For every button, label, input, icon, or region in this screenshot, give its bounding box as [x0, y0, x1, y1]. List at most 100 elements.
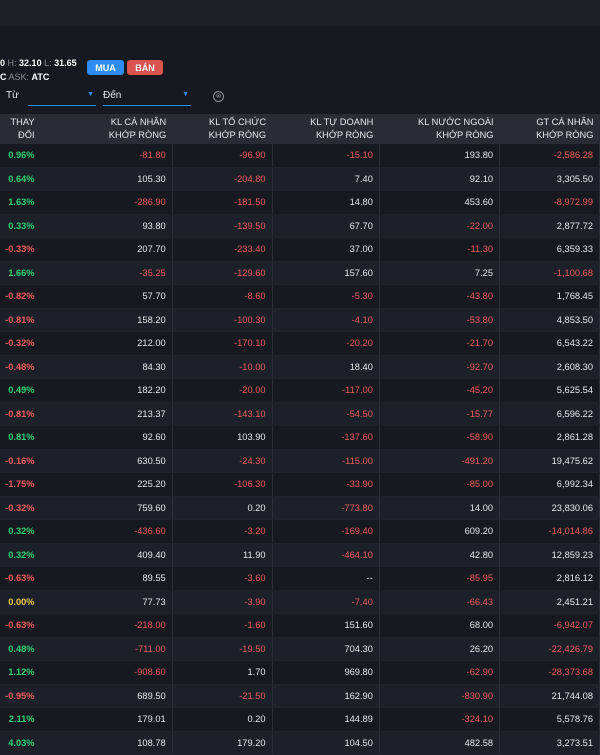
- cell-proprietary-vol: -169.40: [272, 519, 380, 544]
- table-row[interactable]: 0.81% 92.60 103.90 -137.60 -58.90 2,861.28: [0, 425, 600, 450]
- buy-button[interactable]: MUA: [87, 60, 124, 75]
- table-row[interactable]: 0.48% -711.00 -19.50 704.30 26.20 -22,426.79: [0, 637, 600, 661]
- cell-institution-vol: 103.90: [172, 425, 273, 450]
- cell-proprietary-vol: 67.70: [272, 214, 380, 238]
- cell-institution-vol: -129.60: [172, 261, 273, 285]
- cell-institution-vol: 179.20: [172, 731, 273, 755]
- cell-individual-vol: 92.60: [40, 425, 173, 450]
- cell-proprietary-vol: 144.89: [272, 707, 380, 732]
- cell-institution-vol: 1.70: [172, 660, 273, 685]
- table-row[interactable]: -0.95% 689.50 -21.50 162.90 -830.90 21,744.08: [0, 684, 600, 708]
- table-row[interactable]: 1.66% -35.25 -129.60 157.60 7.25 -1,100.68: [0, 261, 600, 285]
- cell-proprietary-vol: -115.00: [272, 449, 380, 473]
- cell-individual-value: 2,451.21: [499, 590, 600, 614]
- cell-foreign-vol: 92.10: [379, 167, 501, 191]
- cell-institution-vol: 0.20: [172, 707, 273, 732]
- cell-individual-value: 2,816.12: [499, 566, 600, 591]
- cell-foreign-vol: -11.30: [379, 237, 501, 262]
- table-row[interactable]: -0.33% 207.70 -233.40 37.00 -11.30 6,359.33: [0, 237, 600, 262]
- cell-individual-value: -2,586.28: [499, 144, 600, 168]
- cell-proprietary-vol: 104.50: [272, 731, 380, 755]
- cell-institution-vol: 0.20: [172, 496, 273, 520]
- table-row[interactable]: -1.75% 225.20 -106.30 -33.90 -85.00 6,992.34: [0, 472, 600, 497]
- col-individual-vol[interactable]: KL CÁ NHÂN KHỚP RÒNG: [40, 114, 173, 144]
- cell-individual-vol: 212.00: [40, 331, 173, 356]
- col-change[interactable]: THAY ĐỔI: [0, 114, 41, 144]
- cell-individual-vol: 89.55: [40, 566, 173, 591]
- cell-proprietary-vol: -33.90: [272, 472, 380, 497]
- col-institution-vol[interactable]: KL TỔ CHỨC KHỚP RÒNG: [172, 114, 273, 144]
- cell-change: 1.63%: [0, 190, 41, 215]
- table-row[interactable]: 0.32% 409.40 11.90 -464.10 42.80 12,859.23: [0, 543, 600, 567]
- quote-summary: 0 H: 32.10 L: 31.65 C ASK: ATC: [0, 56, 77, 84]
- cell-proprietary-vol: -5.30: [272, 284, 380, 309]
- cell-individual-value: 6,596.22: [499, 402, 600, 426]
- table-row[interactable]: 0.49% 182.20 -20.00 -117.00 -45.20 5,625.54: [0, 378, 600, 403]
- cell-individual-vol: -711.00: [40, 637, 173, 661]
- cell-proprietary-vol: -773.80: [272, 496, 380, 520]
- cell-institution-vol: -8.60: [172, 284, 273, 309]
- quote-prefix: 0: [0, 58, 6, 68]
- cell-foreign-vol: -66.43: [379, 590, 501, 614]
- table-row[interactable]: -0.63% 89.55 -3.60 -- -85.95 2,816.12: [0, 566, 600, 591]
- table-row[interactable]: 0.96% -81.80 -96.90 -15.10 193.80 -2,586.28: [0, 144, 600, 168]
- table-row[interactable]: 0.64% 105.30 -204.80 7.40 92.10 3,305.50: [0, 167, 600, 191]
- from-date-select[interactable]: ▼: [28, 90, 96, 106]
- cell-proprietary-vol: -117.00: [272, 378, 380, 403]
- cell-proprietary-vol: -15.10: [272, 144, 380, 168]
- to-label: Đến: [103, 90, 122, 101]
- from-label-text: Từ: [6, 90, 19, 101]
- cell-foreign-vol: -324.10: [379, 707, 501, 732]
- clear-filter-icon[interactable]: ⊗: [213, 91, 224, 102]
- table-row[interactable]: 4.03% 108.78 179.20 104.50 482.58 3,273.51: [0, 731, 600, 755]
- cell-foreign-vol: -491.20: [379, 449, 501, 473]
- cell-individual-value: -1,100.68: [499, 261, 600, 285]
- cell-individual-vol: 630.50: [40, 449, 173, 473]
- table-row[interactable]: 0.32% -436.60 -3.20 -169.40 609.20 -14,014.86: [0, 519, 600, 544]
- table-row[interactable]: -0.48% 84.30 -10.00 18.40 -92.70 2,608.30: [0, 355, 600, 379]
- table-row[interactable]: -0.81% 213.37 -143.10 -54.50 -15.77 6,596.22: [0, 402, 600, 426]
- table-row[interactable]: 0.33% 93.80 -139.50 67.70 -22.00 2,877.72: [0, 214, 600, 238]
- cell-change: 0.64%: [0, 167, 41, 191]
- cell-foreign-vol: -21.70: [379, 331, 501, 356]
- cell-individual-value: 19,475.62: [499, 449, 600, 473]
- cell-foreign-vol: -92.70: [379, 355, 501, 379]
- to-date-select[interactable]: Đến ▼: [103, 90, 191, 106]
- cell-individual-vol: 57.70: [40, 284, 173, 309]
- cell-change: 0.32%: [0, 543, 41, 567]
- cell-individual-value: 23,830.06: [499, 496, 600, 520]
- table-row[interactable]: -0.16% 630.50 -24.30 -115.00 -491.20 19,475.6…: [0, 449, 600, 473]
- col-foreign-vol[interactable]: KL NƯỚC NGOÀI KHỚP RÒNG: [379, 114, 500, 144]
- cell-individual-value: 21,744.08: [499, 684, 600, 708]
- cell-foreign-vol: 42.80: [379, 543, 501, 567]
- table-row[interactable]: -0.82% 57.70 -8.60 -5.30 -43.80 1,768.45: [0, 284, 600, 309]
- table-row[interactable]: 2.11% 179.01 0.20 144.89 -324.10 5,578.76: [0, 707, 600, 732]
- cell-institution-vol: -233.40: [172, 237, 273, 262]
- cell-change: -0.33%: [0, 237, 41, 262]
- cell-individual-vol: 158.20: [40, 308, 173, 332]
- col-proprietary-vol[interactable]: KL TỰ DOANH KHỚP RÒNG: [272, 114, 380, 144]
- quote-line-1: 0 H: 32.10 L: 31.65: [0, 56, 77, 70]
- table-row[interactable]: 0.00% 77.73 -3.90 -7.40 -66.43 2,451.21: [0, 590, 600, 614]
- cell-change: 0.49%: [0, 378, 41, 403]
- cell-individual-value: 6,543.22: [499, 331, 600, 356]
- cell-change: -0.48%: [0, 355, 41, 379]
- table-row[interactable]: -0.32% 759.60 0.20 -773.80 14.00 23,830.06: [0, 496, 600, 520]
- cell-proprietary-vol: -4.10: [272, 308, 380, 332]
- col-individual-value[interactable]: GT CÁ NHÂN KHỚP RÒNG: [499, 114, 600, 144]
- cell-institution-vol: -10.00: [172, 355, 273, 379]
- table-row[interactable]: -0.32% 212.00 -170.10 -20.20 -21.70 6,543.22: [0, 331, 600, 356]
- cell-proprietary-vol: 7.40: [272, 167, 380, 191]
- sell-button[interactable]: BÁN: [127, 60, 163, 75]
- cell-individual-vol: 213.37: [40, 402, 173, 426]
- cell-proprietary-vol: -7.40: [272, 590, 380, 614]
- low-label: L:: [44, 58, 52, 68]
- table-row[interactable]: 1.63% -286.90 -181.50 14.80 453.60 -8,972.99: [0, 190, 600, 215]
- cell-change: 0.96%: [0, 144, 41, 168]
- cell-foreign-vol: -22.00: [379, 214, 501, 238]
- table-row[interactable]: -0.81% 158.20 -100.30 -4.10 -53.80 4,853.50: [0, 308, 600, 332]
- table-row[interactable]: 1.12% -908.60 1.70 969.80 -62.90 -28,373.68: [0, 660, 600, 685]
- table-row[interactable]: -0.63% -218.00 -1.60 151.60 68.00 -6,942.07: [0, 613, 600, 638]
- cell-individual-value: 5,578.76: [499, 707, 600, 732]
- cell-change: 1.66%: [0, 261, 41, 285]
